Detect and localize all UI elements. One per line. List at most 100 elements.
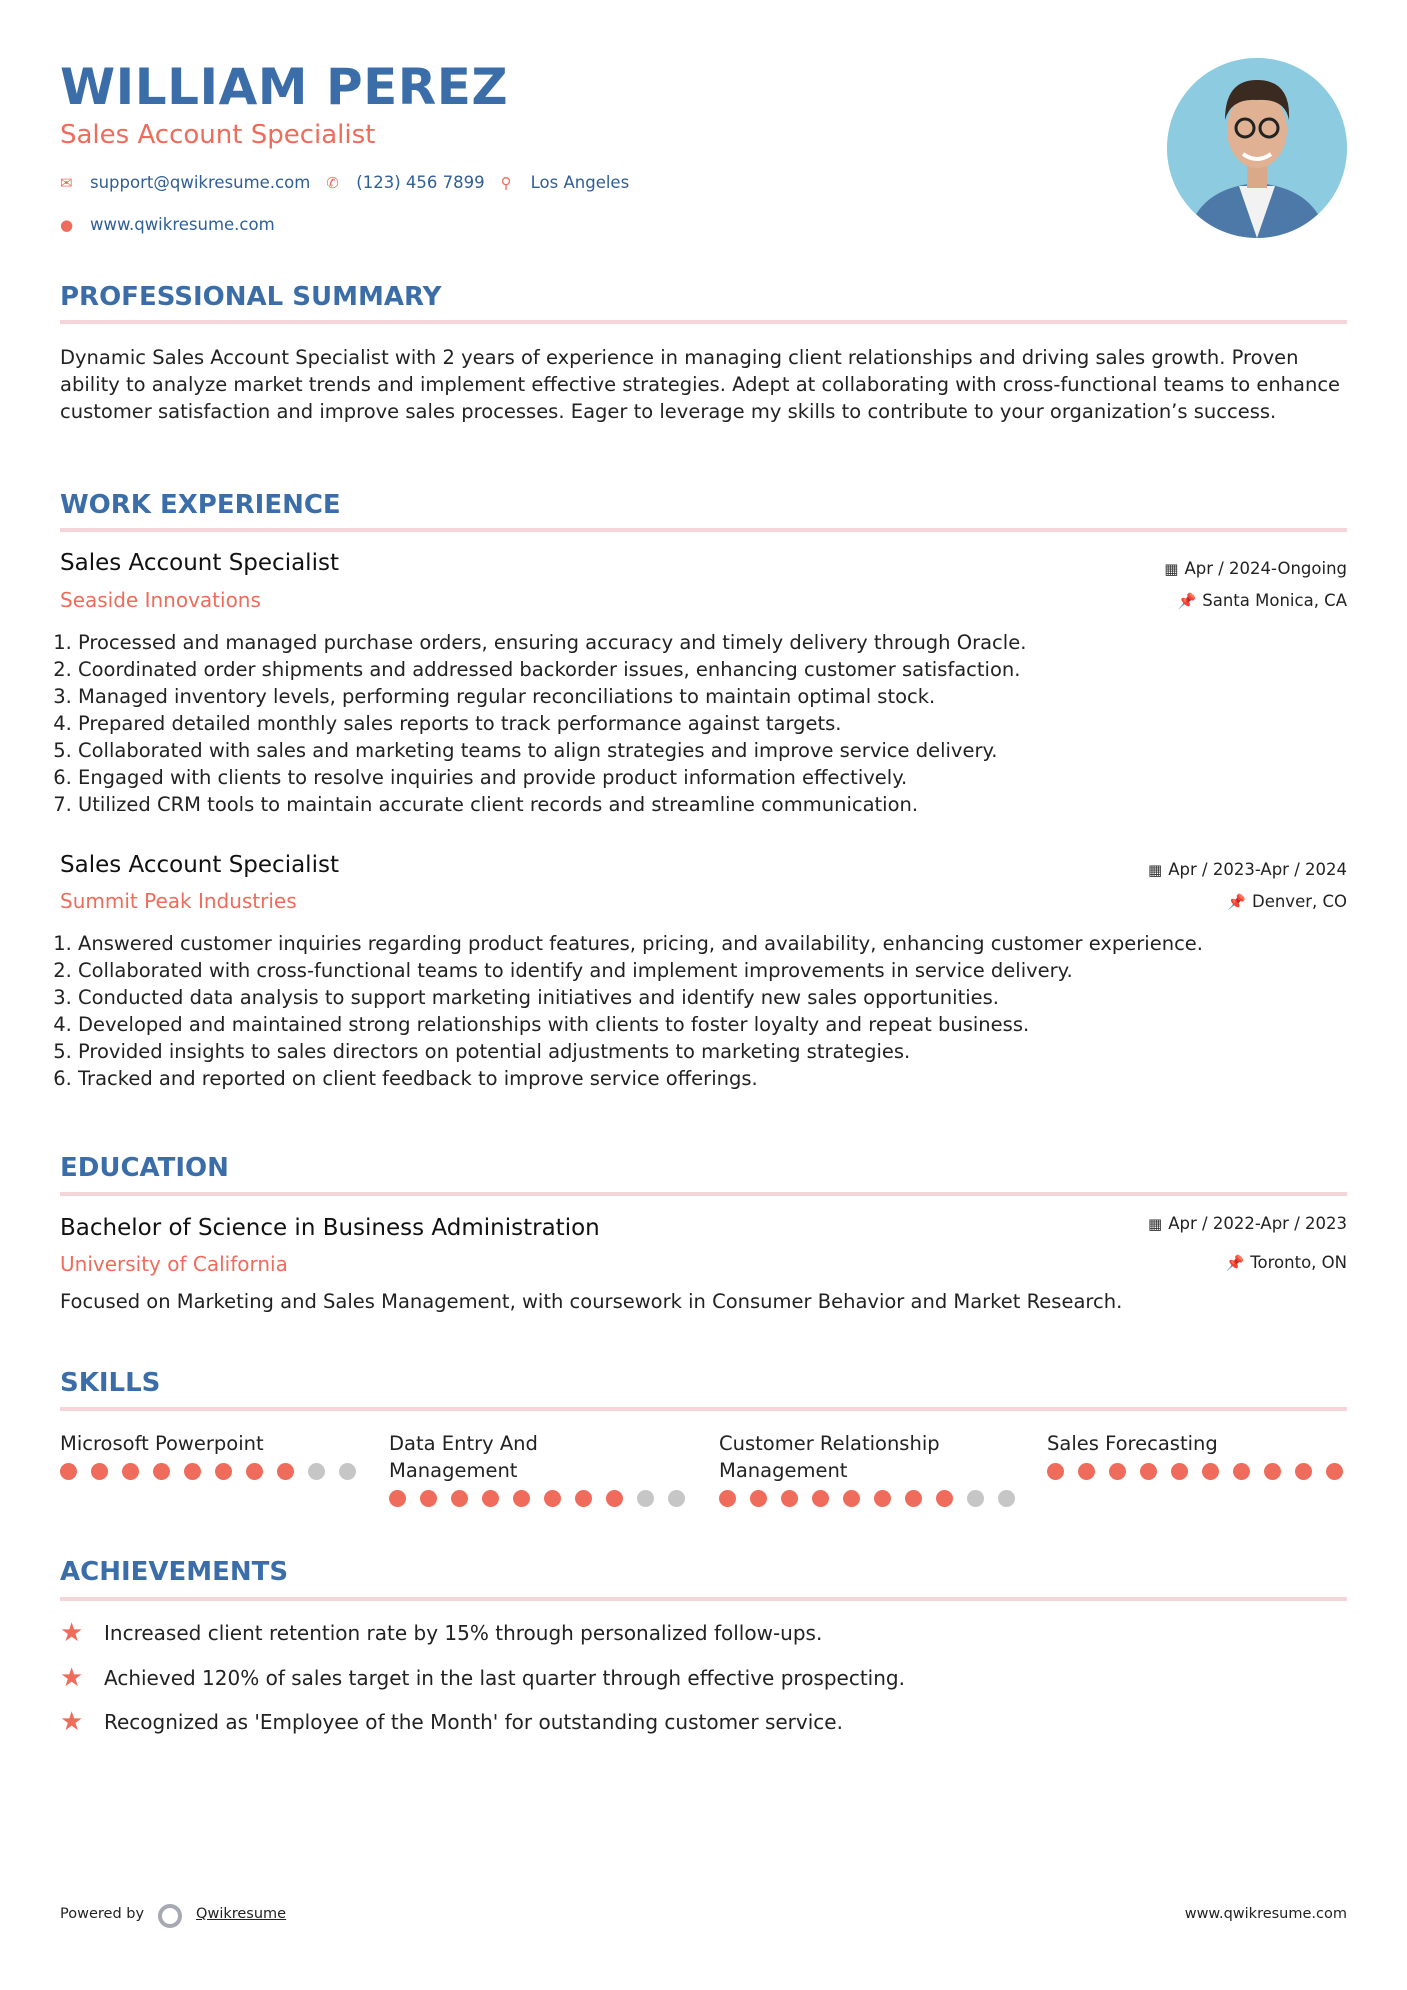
skill-item: Customer Relationship Management bbox=[719, 1430, 1019, 1507]
achievements-heading: ACHIEVEMENTS bbox=[60, 1557, 289, 1587]
job-location: 📌 Denver, CO bbox=[1227, 892, 1347, 911]
rating-dot-filled bbox=[482, 1490, 499, 1507]
rating-dot-empty bbox=[308, 1463, 325, 1480]
rating-dot-filled bbox=[874, 1490, 891, 1507]
email-link[interactable]: support@qwikresume.com bbox=[90, 173, 311, 192]
bullet-item: Prepared detailed monthly sales reports … bbox=[78, 710, 1378, 737]
qwikresume-logo-icon bbox=[158, 1904, 183, 1928]
rating-dot-empty bbox=[339, 1463, 356, 1480]
candidate-name: WILLIAM PEREZ bbox=[60, 58, 509, 116]
rating-dot-filled bbox=[843, 1490, 860, 1507]
education-location-text: Toronto, ON bbox=[1250, 1253, 1347, 1272]
section-divider bbox=[60, 320, 1347, 324]
job-dates: ▦ Apr / 2023-Apr / 2024 bbox=[1148, 860, 1347, 879]
website-link[interactable]: www.qwikresume.com bbox=[90, 215, 275, 234]
job-location-text: Denver, CO bbox=[1251, 892, 1347, 911]
section-divider bbox=[60, 1597, 1347, 1601]
education-location: 📌 Toronto, ON bbox=[1226, 1253, 1347, 1272]
skill-rating bbox=[719, 1490, 1019, 1507]
rating-dot-filled bbox=[1233, 1463, 1250, 1480]
skill-item: Data Entry And Management bbox=[389, 1430, 689, 1507]
skills-heading: SKILLS bbox=[60, 1368, 161, 1398]
rating-dot-filled bbox=[184, 1463, 201, 1480]
rating-dot-filled bbox=[936, 1490, 953, 1507]
job-company: Summit Peak Industries bbox=[60, 889, 297, 913]
map-pin-icon: ⚲ bbox=[500, 173, 512, 192]
calendar-icon: ▦ bbox=[1148, 861, 1163, 879]
experience-heading: WORK EXPERIENCE bbox=[60, 490, 341, 520]
school-name: University of California bbox=[60, 1252, 288, 1276]
rating-dot-empty bbox=[668, 1490, 685, 1507]
education-dates-text: Apr / 2022-Apr / 2023 bbox=[1168, 1214, 1347, 1233]
rating-dot-filled bbox=[1295, 1463, 1312, 1480]
rating-dot-filled bbox=[215, 1463, 232, 1480]
bullet-item: Processed and managed purchase orders, e… bbox=[78, 629, 1378, 656]
education-heading: EDUCATION bbox=[60, 1153, 229, 1183]
rating-dot-filled bbox=[1202, 1463, 1219, 1480]
powered-by-label: Powered by bbox=[60, 1906, 145, 1922]
skill-item: Microsoft Powerpoint bbox=[60, 1430, 360, 1480]
skill-name: Sales Forecasting bbox=[1047, 1432, 1218, 1455]
skill-rating bbox=[1047, 1463, 1347, 1480]
rating-dot-filled bbox=[1140, 1463, 1157, 1480]
rating-dot-filled bbox=[606, 1490, 623, 1507]
rating-dot-filled bbox=[1109, 1463, 1126, 1480]
skill-item: Sales Forecasting bbox=[1047, 1430, 1347, 1480]
section-divider bbox=[60, 1407, 1347, 1411]
rating-dot-filled bbox=[1047, 1463, 1064, 1480]
bullet-item: Managed inventory levels, performing reg… bbox=[78, 683, 1378, 710]
skill-rating bbox=[389, 1490, 689, 1507]
calendar-icon: ▦ bbox=[1148, 1215, 1163, 1233]
skill-name: Customer Relationship Management bbox=[719, 1432, 940, 1482]
skill-name: Microsoft Powerpoint bbox=[60, 1432, 264, 1455]
rating-dot-filled bbox=[750, 1490, 767, 1507]
rating-dot-filled bbox=[1264, 1463, 1281, 1480]
bullet-item: Tracked and reported on client feedback … bbox=[78, 1065, 1378, 1092]
achievement-text: Recognized as 'Employee of the Month' fo… bbox=[104, 1710, 843, 1734]
pushpin-icon: 📌 bbox=[1227, 893, 1246, 911]
bullet-item: Provided insights to sales directors on … bbox=[78, 1038, 1378, 1065]
phone-text: (123) 456 7899 bbox=[356, 173, 485, 192]
achievement-item: ★ Recognized as 'Employee of the Month' f… bbox=[60, 1707, 843, 1737]
bullet-item: Answered customer inquiries regarding pr… bbox=[78, 930, 1378, 957]
job-company: Seaside Innovations bbox=[60, 588, 261, 612]
job-title: Sales Account Specialist bbox=[60, 852, 339, 878]
calendar-icon: ▦ bbox=[1164, 560, 1179, 578]
education-description: Focused on Marketing and Sales Managemen… bbox=[60, 1290, 1123, 1313]
footer-powered: Powered by Qwikresume bbox=[60, 1902, 287, 1928]
achievement-text: Increased client retention rate by 15% t… bbox=[104, 1621, 823, 1645]
bullet-item: Collaborated with sales and marketing te… bbox=[78, 737, 1378, 764]
achievement-item: ★ Achieved 120% of sales target in the la… bbox=[60, 1663, 905, 1693]
rating-dot-filled bbox=[451, 1490, 468, 1507]
star-icon: ★ bbox=[60, 1707, 84, 1737]
rating-dot-empty bbox=[637, 1490, 654, 1507]
job-location: 📌 Santa Monica, CA bbox=[1178, 591, 1347, 610]
rating-dot-filled bbox=[513, 1490, 530, 1507]
rating-dot-filled bbox=[122, 1463, 139, 1480]
rating-dot-filled bbox=[420, 1490, 437, 1507]
qwikresume-link[interactable]: Qwikresume bbox=[196, 1906, 287, 1922]
rating-dot-filled bbox=[277, 1463, 294, 1480]
skill-rating bbox=[60, 1463, 360, 1480]
footer-site[interactable]: www.qwikresume.com bbox=[1184, 1906, 1347, 1922]
profile-photo bbox=[1167, 58, 1347, 238]
rating-dot-filled bbox=[1326, 1463, 1343, 1480]
location-text: Los Angeles bbox=[530, 173, 630, 192]
rating-dot-filled bbox=[91, 1463, 108, 1480]
job-dates-text: Apr / 2023-Apr / 2024 bbox=[1168, 860, 1347, 879]
summary-text: Dynamic Sales Account Specialist with 2 … bbox=[60, 346, 1341, 423]
rating-dot-empty bbox=[998, 1490, 1015, 1507]
job-bullets: Processed and managed purchase orders, e… bbox=[56, 629, 1378, 818]
pushpin-icon: 📌 bbox=[1225, 1254, 1245, 1272]
rating-dot-filled bbox=[389, 1490, 406, 1507]
bullet-item: Engaged with clients to resolve inquirie… bbox=[78, 764, 1378, 791]
bullet-item: Conducted data analysis to support marke… bbox=[78, 984, 1378, 1011]
star-icon: ★ bbox=[60, 1618, 84, 1648]
job-bullets: Answered customer inquiries regarding pr… bbox=[56, 930, 1378, 1092]
rating-dot-filled bbox=[544, 1490, 561, 1507]
rating-dot-filled bbox=[905, 1490, 922, 1507]
bullet-item: Utilized CRM tools to maintain accurate … bbox=[78, 791, 1378, 818]
job-location-text: Santa Monica, CA bbox=[1202, 591, 1347, 610]
globe-icon: ● bbox=[60, 215, 74, 234]
summary-heading: PROFESSIONAL SUMMARY bbox=[60, 282, 442, 312]
